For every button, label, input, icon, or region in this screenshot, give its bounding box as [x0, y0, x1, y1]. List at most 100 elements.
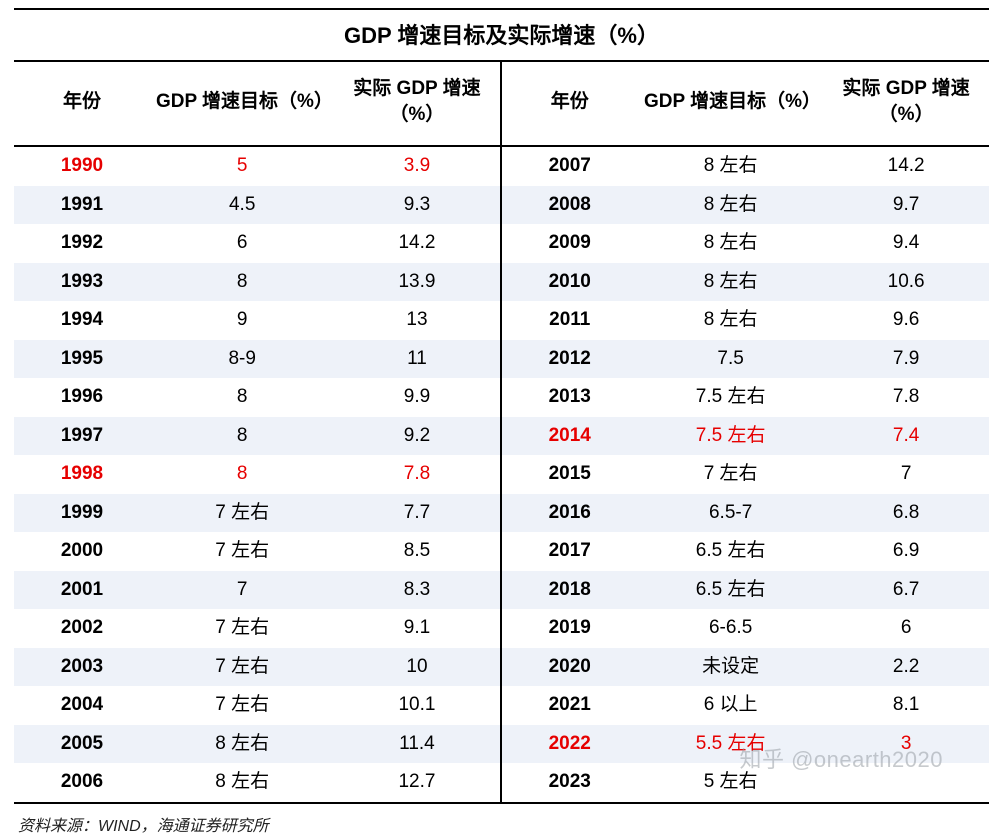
table-row: 199053.9	[14, 146, 500, 186]
cell-actual: 7.8	[823, 378, 989, 417]
cell-year: 2007	[502, 146, 639, 186]
table-row: 1992614.2	[14, 224, 500, 263]
cell-actual: 7.8	[334, 455, 499, 494]
cell-target: 7 左右	[638, 455, 823, 494]
table-row: 20186.5 左右6.7	[502, 571, 990, 610]
cell-year: 2002	[14, 609, 150, 648]
cell-year: 2016	[502, 494, 639, 533]
col-actual: 实际 GDP 增速（%）	[334, 62, 499, 146]
table-row: 20225.5 左右3	[502, 725, 990, 764]
cell-actual: 9.4	[823, 224, 989, 263]
cell-actual: 9.2	[334, 417, 499, 456]
table-title: GDP 增速目标及实际增速（%）	[14, 8, 989, 62]
table-row: 20058 左右11.4	[14, 725, 500, 764]
cell-actual: 9.9	[334, 378, 499, 417]
col-target: GDP 增速目标（%）	[638, 62, 823, 146]
header-row: 年份 GDP 增速目标（%） 实际 GDP 增速（%）	[14, 62, 500, 146]
cell-actual: 6	[823, 609, 989, 648]
table-row: 20157 左右7	[502, 455, 990, 494]
cell-year: 2017	[502, 532, 639, 571]
cell-target: 6.5-7	[638, 494, 823, 533]
cell-year: 1995	[14, 340, 150, 379]
cell-year: 2003	[14, 648, 150, 687]
gdp-table-left: 年份 GDP 增速目标（%） 实际 GDP 增速（%） 199053.91991…	[14, 62, 500, 802]
cell-year: 1992	[14, 224, 150, 263]
cell-target: 6.5 左右	[638, 532, 823, 571]
table-left-half: 年份 GDP 增速目标（%） 实际 GDP 增速（%） 199053.91991…	[14, 62, 502, 802]
cell-year: 2019	[502, 609, 639, 648]
cell-target: 8 左右	[638, 301, 823, 340]
cell-actual: 10.6	[823, 263, 989, 302]
cell-year: 1997	[14, 417, 150, 456]
cell-actual: 9.1	[334, 609, 499, 648]
cell-actual: 11	[334, 340, 499, 379]
cell-actual: 2.2	[823, 648, 989, 687]
header-row: 年份 GDP 增速目标（%） 实际 GDP 增速（%）	[502, 62, 990, 146]
cell-actual: 10	[334, 648, 499, 687]
table-row: 20098 左右9.4	[502, 224, 990, 263]
table-row: 19914.59.3	[14, 186, 500, 225]
cell-target: 5	[150, 146, 334, 186]
cell-target: 8 左右	[638, 263, 823, 302]
cell-year: 2001	[14, 571, 150, 610]
cell-year: 2018	[502, 571, 639, 610]
table-row: 200178.3	[14, 571, 500, 610]
cell-actual: 9.3	[334, 186, 499, 225]
cell-target: 9	[150, 301, 334, 340]
cell-actual: 8.1	[823, 686, 989, 725]
cell-target: 8-9	[150, 340, 334, 379]
cell-target: 8	[150, 378, 334, 417]
cell-actual: 6.9	[823, 532, 989, 571]
cell-year: 2015	[502, 455, 639, 494]
table-row: 20068 左右12.7	[14, 763, 500, 802]
table-row: 20088 左右9.7	[502, 186, 990, 225]
cell-actual	[823, 763, 989, 802]
table-row: 20235 左右	[502, 763, 990, 802]
cell-actual: 3	[823, 725, 989, 764]
table-row: 20108 左右10.6	[502, 263, 990, 302]
cell-target: 7.5 左右	[638, 417, 823, 456]
cell-target: 8	[150, 417, 334, 456]
table-row: 1994913	[14, 301, 500, 340]
cell-year: 1996	[14, 378, 150, 417]
cell-target: 7.5	[638, 340, 823, 379]
cell-target: 7 左右	[150, 609, 334, 648]
cell-year: 2021	[502, 686, 639, 725]
table-row: 20216 以上8.1	[502, 686, 990, 725]
table-row: 199689.9	[14, 378, 500, 417]
cell-target: 7 左右	[150, 494, 334, 533]
table-right-half: 年份 GDP 增速目标（%） 实际 GDP 增速（%） 20078 左右14.2…	[502, 62, 990, 802]
table-row: 20037 左右10	[14, 648, 500, 687]
cell-year: 2009	[502, 224, 639, 263]
cell-actual: 12.7	[334, 763, 499, 802]
table-row: 20027 左右9.1	[14, 609, 500, 648]
table-row: 20127.57.9	[502, 340, 990, 379]
cell-year: 1990	[14, 146, 150, 186]
source-note: 资料来源：WIND，海通证券研究所	[14, 804, 989, 836]
table-row: 20078 左右14.2	[502, 146, 990, 186]
table-row: 20147.5 左右7.4	[502, 417, 990, 456]
cell-actual: 9.6	[823, 301, 989, 340]
table-row: 20196-6.56	[502, 609, 990, 648]
cell-target: 8	[150, 455, 334, 494]
table-row: 1993813.9	[14, 263, 500, 302]
cell-year: 2023	[502, 763, 639, 802]
cell-target: 6-6.5	[638, 609, 823, 648]
cell-target: 8 左右	[638, 186, 823, 225]
cell-target: 8 左右	[150, 763, 334, 802]
table-container: 年份 GDP 增速目标（%） 实际 GDP 增速（%） 199053.91991…	[14, 62, 989, 804]
table-row: 19958-911	[14, 340, 500, 379]
cell-target: 7.5 左右	[638, 378, 823, 417]
col-actual: 实际 GDP 增速（%）	[823, 62, 989, 146]
cell-target: 5.5 左右	[638, 725, 823, 764]
cell-actual: 11.4	[334, 725, 499, 764]
col-year: 年份	[14, 62, 150, 146]
cell-target: 4.5	[150, 186, 334, 225]
cell-year: 1999	[14, 494, 150, 533]
cell-actual: 3.9	[334, 146, 499, 186]
table-row: 20047 左右10.1	[14, 686, 500, 725]
table-row: 20118 左右9.6	[502, 301, 990, 340]
col-year: 年份	[502, 62, 639, 146]
cell-actual: 14.2	[823, 146, 989, 186]
cell-year: 2006	[14, 763, 150, 802]
